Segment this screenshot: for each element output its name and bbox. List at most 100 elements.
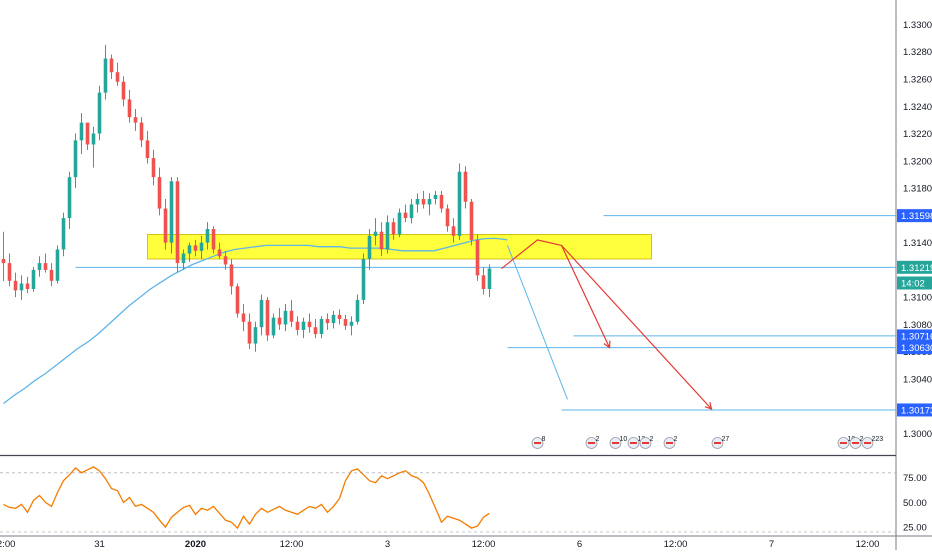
candle xyxy=(19,275,24,300)
candle-body xyxy=(205,229,210,243)
event-count-label: 2 xyxy=(650,436,654,443)
candle-body xyxy=(37,263,42,270)
candle-body xyxy=(43,263,48,270)
economic-event-icon: 223 xyxy=(861,436,884,449)
candle-body xyxy=(307,321,312,328)
candle-body xyxy=(199,242,204,251)
candle-body xyxy=(73,140,78,178)
candle-body xyxy=(97,92,102,134)
candle-body xyxy=(481,275,486,289)
oscillator-y-tick-label: 50.00 xyxy=(903,498,927,509)
candle xyxy=(469,199,474,246)
flag-stripe xyxy=(714,442,721,444)
candle xyxy=(91,126,96,168)
candle-body xyxy=(235,286,240,314)
event-count-label: 2 xyxy=(596,436,600,443)
price-label-box xyxy=(897,329,932,343)
candle xyxy=(247,313,252,349)
economic-event-icon: 2 xyxy=(663,436,678,449)
price-label-box xyxy=(897,260,932,274)
event-count-label: 10 xyxy=(620,436,628,443)
price-axis-label: 14:02 xyxy=(897,276,932,290)
candle xyxy=(319,316,324,339)
candle xyxy=(223,250,228,270)
price-label-box xyxy=(897,403,932,417)
y-tick-label: 1.32000 xyxy=(903,156,932,167)
economic-event-icon: 10 xyxy=(609,436,628,449)
candle-body xyxy=(31,269,36,289)
candle xyxy=(307,313,312,333)
candle-body xyxy=(91,133,96,145)
candle-body xyxy=(109,58,114,73)
economic-event-icon: 2 xyxy=(585,436,600,449)
candle-body xyxy=(145,140,150,159)
flag-stripe xyxy=(534,442,541,444)
candle-body xyxy=(115,72,120,82)
x-tick-label: 12:00 xyxy=(0,539,15,550)
price-label-text: 1.30630 xyxy=(901,343,932,354)
x-tick-label: 12:00 xyxy=(472,539,496,550)
candle-body xyxy=(187,245,192,254)
candle-body xyxy=(1,259,6,264)
candle xyxy=(253,321,258,352)
candle xyxy=(337,309,342,325)
x-tick-label: 6 xyxy=(577,539,582,550)
oscillator-line xyxy=(3,466,490,530)
forecast-arrow xyxy=(561,244,712,410)
candle-body xyxy=(331,314,336,324)
candle-body xyxy=(163,208,168,243)
candle xyxy=(31,267,36,292)
candle-body xyxy=(415,199,420,205)
candle xyxy=(391,218,396,240)
candle xyxy=(379,222,384,257)
candle xyxy=(229,259,234,295)
candle xyxy=(73,133,78,189)
candle xyxy=(325,313,330,330)
candle-body xyxy=(19,283,24,291)
candle-body xyxy=(121,81,126,100)
x-tick-label: 12:00 xyxy=(280,539,304,550)
candle xyxy=(367,229,372,270)
moving-average-line xyxy=(3,237,508,405)
candle xyxy=(193,239,198,257)
candle-body xyxy=(469,201,474,240)
flag-stripe xyxy=(588,442,595,444)
candle xyxy=(211,226,216,254)
flag-stripe xyxy=(642,442,649,444)
candle xyxy=(439,190,444,213)
candle xyxy=(271,313,276,339)
candle xyxy=(283,304,288,332)
flag-stripe xyxy=(864,442,871,444)
candle-body xyxy=(361,259,366,300)
candle-body xyxy=(253,327,258,344)
candle-body xyxy=(391,222,396,235)
candle-body xyxy=(451,226,456,236)
candle xyxy=(55,245,60,284)
candle xyxy=(133,109,138,131)
candle xyxy=(127,89,132,123)
event-count-label: 8 xyxy=(542,436,546,443)
resistance-zone xyxy=(147,234,652,260)
price-label-box xyxy=(897,209,932,223)
candle xyxy=(451,218,456,243)
candle-body xyxy=(259,299,264,328)
price-label-text: 14:02 xyxy=(901,279,925,290)
candle-body xyxy=(247,321,252,344)
candle xyxy=(373,218,378,246)
y-tick-label: 1.33000 xyxy=(903,20,932,31)
candle xyxy=(61,212,66,257)
price-axis-label: 1.31598 xyxy=(897,209,932,223)
candle-body xyxy=(49,269,54,281)
candle-body xyxy=(283,310,288,325)
candle-body xyxy=(295,321,300,330)
event-count-label: 223 xyxy=(872,436,884,443)
price-axis-label: 1.30173 xyxy=(897,403,932,417)
candle xyxy=(457,163,462,240)
y-tick-label: 1.32800 xyxy=(903,47,932,58)
candle xyxy=(169,177,174,254)
candle-body xyxy=(211,229,216,250)
candle xyxy=(397,208,402,238)
price-label-box xyxy=(897,276,932,290)
